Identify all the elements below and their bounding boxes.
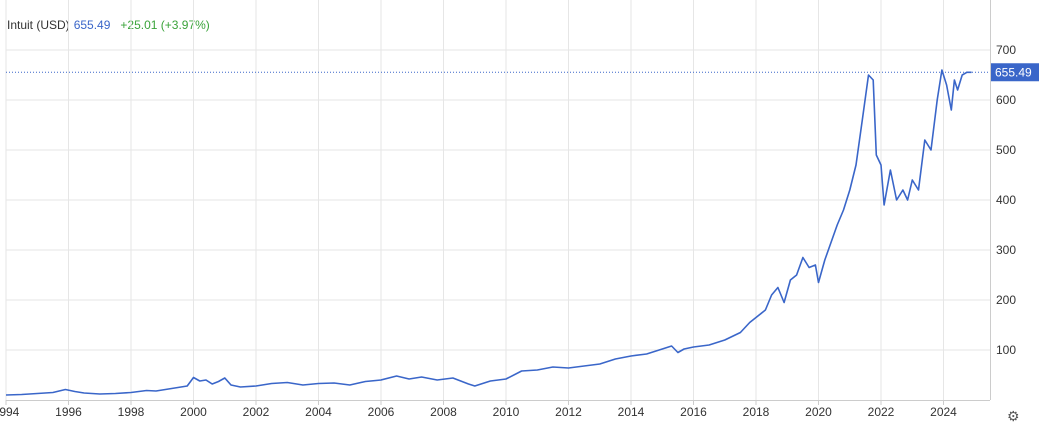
legend-series-name: Intuit (USD) xyxy=(7,18,70,32)
y-tick-label-100: 100 xyxy=(996,343,1016,357)
x-tick-label-2002: 2002 xyxy=(243,405,270,419)
legend-price: 655.49 xyxy=(73,18,111,32)
x-tick-label-2022: 2022 xyxy=(868,405,895,419)
x-tick-label-2004: 2004 xyxy=(305,405,332,419)
x-tick-label-2018: 2018 xyxy=(743,405,770,419)
y-tick-label-500: 500 xyxy=(996,143,1016,157)
y-tick-label-600: 600 xyxy=(996,93,1016,107)
y-tick-label-400: 400 xyxy=(996,193,1016,207)
x-tick-label-2016: 2016 xyxy=(680,405,707,419)
x-tick-label-2010: 2010 xyxy=(493,405,520,419)
grid-lines xyxy=(5,0,990,400)
y-tick-label-200: 200 xyxy=(996,293,1016,307)
chart-legend: Intuit (USD) 655.49 +25.01 (+3.97%) xyxy=(7,18,210,32)
series-line-0 xyxy=(5,69,972,396)
x-tick-label-1994: 1994 xyxy=(0,405,20,419)
y-tick-label-300: 300 xyxy=(996,243,1016,257)
tick-labels: 1994 1996 1998 2000 2002 2004 2006 2008 2010 2012… xyxy=(0,43,1039,419)
x-tick-label-2006: 2006 xyxy=(368,405,395,419)
x-tick-label-1998: 1998 xyxy=(118,405,145,419)
last-value-label: 655.49 xyxy=(995,65,1032,79)
y-tick-label-700: 700 xyxy=(996,43,1016,57)
price-series xyxy=(5,69,990,396)
x-tick-label-2008: 2008 xyxy=(430,405,457,419)
x-tick-label-2024: 2024 xyxy=(930,405,957,419)
x-tick-label-1996: 1996 xyxy=(55,405,82,419)
x-tick-label-2014: 2014 xyxy=(618,405,645,419)
axes xyxy=(5,0,991,405)
x-tick-label-2000: 2000 xyxy=(180,405,207,419)
legend-change: +25.01 (+3.97%) xyxy=(120,18,210,32)
gear-icon[interactable]: ⚙ xyxy=(1007,408,1020,424)
x-tick-label-2020: 2020 xyxy=(805,405,832,419)
x-tick-label-2012: 2012 xyxy=(555,405,582,419)
last-value-badge xyxy=(991,63,1039,82)
